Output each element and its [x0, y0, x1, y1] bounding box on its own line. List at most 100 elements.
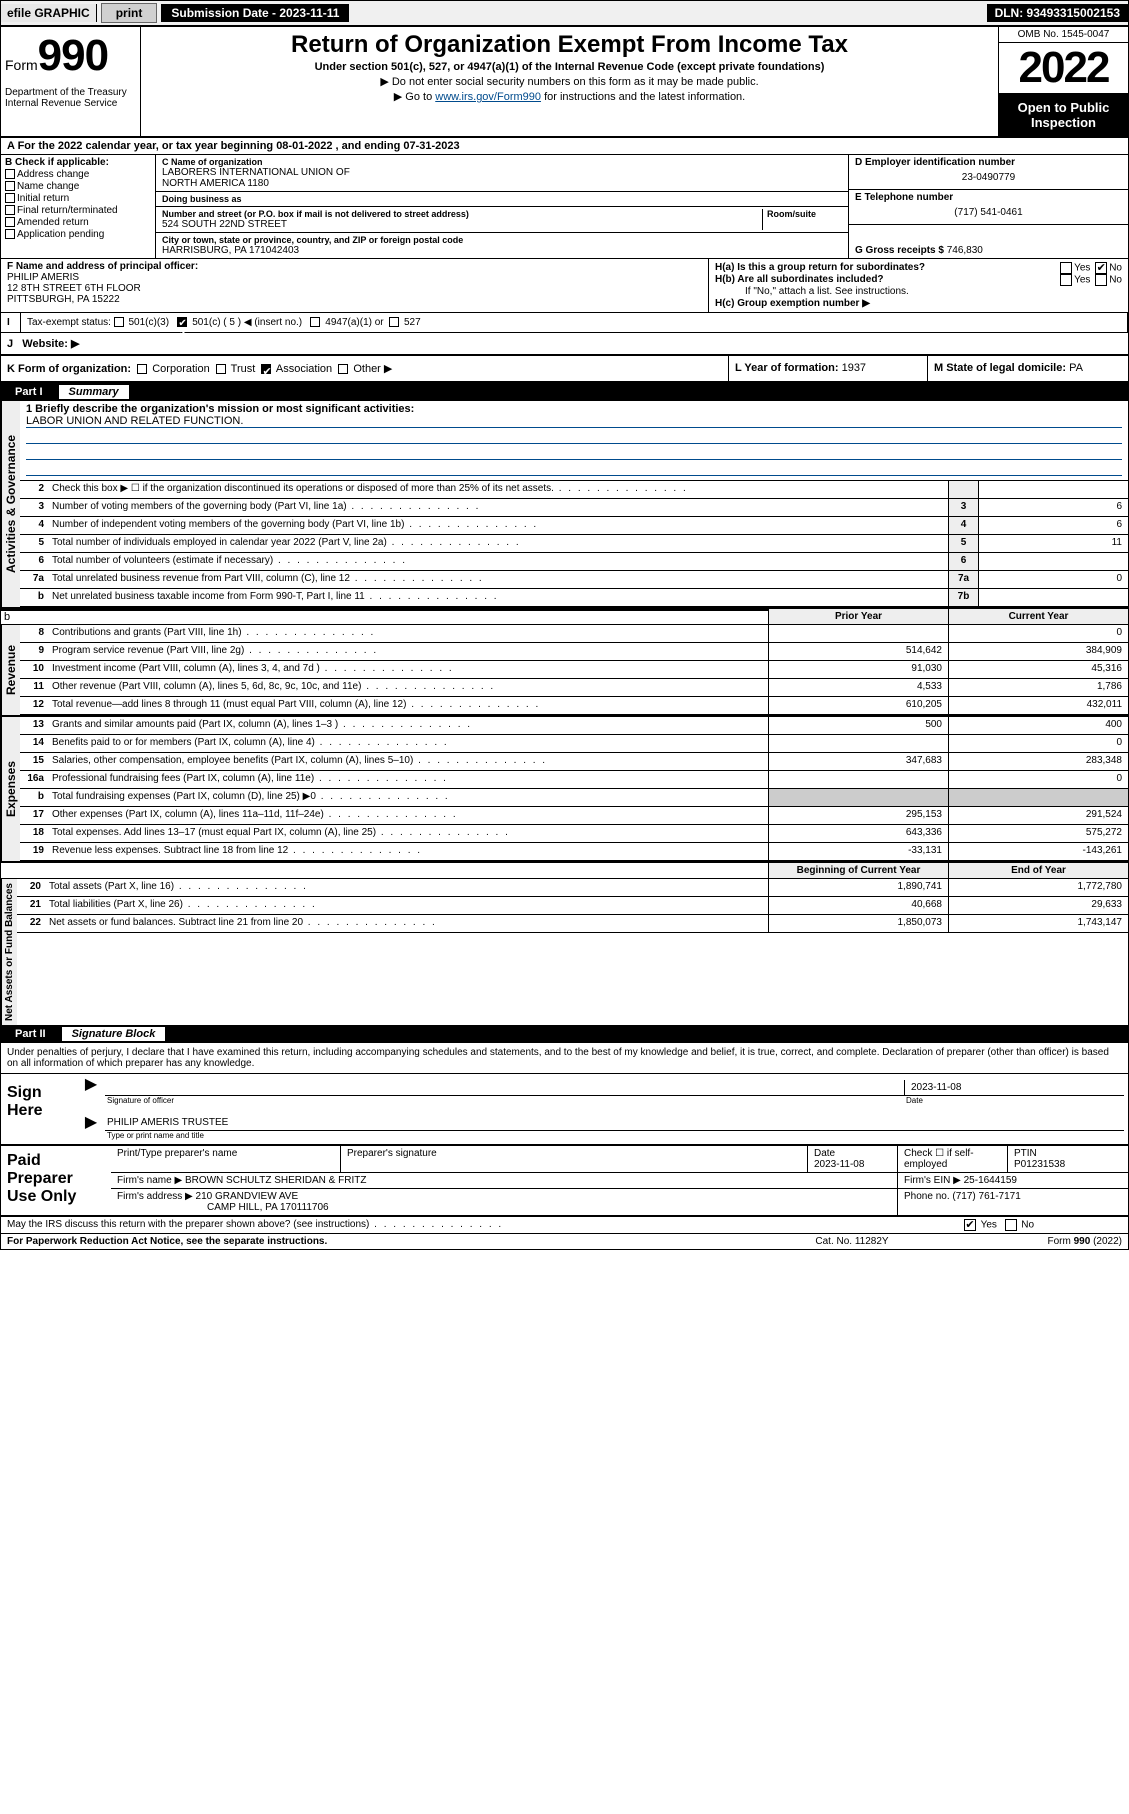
row-f-h: F Name and address of principal officer:… [1, 259, 1128, 313]
vlabel-revenue: Revenue [1, 625, 20, 715]
tax-year: 2022 [999, 43, 1128, 94]
checkbox-option[interactable]: Application pending [5, 229, 151, 240]
state-domicile: PA [1069, 362, 1083, 374]
hb-yes-checkbox[interactable] [1060, 274, 1072, 286]
city-state-zip: HARRISBURG, PA 171042403 [162, 245, 842, 256]
summary-line: 2Check this box ▶ ☐ if the organization … [20, 481, 1128, 499]
col-b-checkboxes: B Check if applicable: Address changeNam… [1, 155, 156, 258]
mission-block: 1 Briefly describe the organization's mi… [20, 401, 1128, 481]
501c-checkbox[interactable]: ✔ [177, 317, 187, 327]
financial-line: 18Total expenses. Add lines 13–17 (must … [20, 825, 1128, 843]
dln-label: DLN: 93493315002153 [987, 4, 1128, 22]
col-f-officer: F Name and address of principal officer:… [1, 259, 708, 312]
open-to-public: Open to Public Inspection [999, 94, 1128, 136]
section-b-through-g: B Check if applicable: Address changeNam… [1, 155, 1128, 259]
firm-ein: 25-1644159 [964, 1175, 1017, 1186]
4947-checkbox[interactable] [310, 317, 320, 327]
row-j-website: J Website: ▶ [1, 333, 1128, 356]
phone-value: (717) 541-0461 [855, 203, 1122, 222]
net-assets-section: Net Assets or Fund Balances 20Total asse… [1, 879, 1128, 1025]
paid-preparer-block: Paid Preparer Use Only Print/Type prepar… [1, 1146, 1128, 1217]
form-subtitle: Under section 501(c), 527, or 4947(a)(1)… [149, 61, 990, 73]
arrow-icon: ▶▶ [81, 1074, 101, 1144]
row-i: I Tax-exempt status: 501(c)(3) ✔ 501(c) … [1, 313, 1128, 333]
ein-value: 23-0490779 [855, 168, 1122, 187]
form-990: Form990 Department of the Treasury Inter… [0, 26, 1129, 1250]
officer-name-title: PHILIP AMERIS TRUSTEE [105, 1115, 1124, 1130]
row-k-l-m: K Form of organization: Corporation Trus… [1, 356, 1128, 383]
checkbox-option[interactable]: Initial return [5, 193, 151, 204]
discuss-no-checkbox[interactable] [1005, 1219, 1017, 1231]
summary-line: 6Total number of volunteers (estimate if… [20, 553, 1128, 571]
top-toolbar: efile GRAPHIC print Submission Date - 20… [0, 0, 1129, 26]
summary-line: bNet unrelated business taxable income f… [20, 589, 1128, 607]
activities-governance-section: Activities & Governance 1 Briefly descri… [1, 401, 1128, 607]
officer-name: PHILIP AMERIS [7, 272, 79, 283]
527-checkbox[interactable] [389, 317, 399, 327]
gross-receipts: 746,830 [947, 245, 983, 256]
efile-label: efile GRAPHIC [1, 4, 97, 22]
header-middle: Return of Organization Exempt From Incom… [141, 27, 998, 136]
hb-no-checkbox[interactable] [1095, 274, 1107, 286]
summary-line: 3Number of voting members of the governi… [20, 499, 1128, 517]
financial-line: 16aProfessional fundraising fees (Part I… [20, 771, 1128, 789]
summary-line: 7aTotal unrelated business revenue from … [20, 571, 1128, 589]
financial-line: 20Total assets (Part X, line 16)1,890,74… [17, 879, 1128, 897]
street-address: 524 SOUTH 22ND STREET [162, 219, 762, 230]
col-h-group: H(a) Is this a group return for subordin… [708, 259, 1128, 312]
checkbox-option[interactable]: Final return/terminated [5, 205, 151, 216]
note-ssn: ▶ Do not enter social security numbers o… [149, 75, 990, 88]
financial-line: 11Other revenue (Part VIII, column (A), … [20, 679, 1128, 697]
vlabel-expenses: Expenses [1, 717, 20, 861]
financial-line: 12Total revenue—add lines 8 through 11 (… [20, 697, 1128, 715]
financial-line: 8Contributions and grants (Part VIII, li… [20, 625, 1128, 643]
financial-line: 17Other expenses (Part IX, column (A), l… [20, 807, 1128, 825]
submission-date: Submission Date - 2023-11-11 [161, 4, 349, 22]
prior-current-header: b Prior Year Current Year [1, 607, 1128, 625]
prep-date: 2023-11-08 [814, 1159, 864, 1170]
expenses-section: Expenses 13Grants and similar amounts pa… [1, 715, 1128, 861]
ha-yes-checkbox[interactable] [1060, 262, 1072, 274]
header-left: Form990 Department of the Treasury Inter… [1, 27, 141, 136]
mission-text: LABOR UNION AND RELATED FUNCTION. [26, 415, 1122, 428]
part-2-header: Part II Signature Block [1, 1025, 1128, 1043]
begin-end-header: Beginning of Current Year End of Year [1, 861, 1128, 879]
financial-line: 10Investment income (Part VIII, column (… [20, 661, 1128, 679]
form-title: Return of Organization Exempt From Incom… [149, 31, 990, 59]
summary-line: 5Total number of individuals employed in… [20, 535, 1128, 553]
checkbox-option[interactable]: Address change [5, 169, 151, 180]
irs-link[interactable]: www.irs.gov/Form990 [435, 91, 541, 103]
firm-addr2: CAMP HILL, PA 170111706 [207, 1202, 329, 1213]
firm-addr1: 210 GRANDVIEW AVE [196, 1191, 299, 1202]
omb-number: OMB No. 1545-0047 [999, 27, 1128, 43]
financial-line: 22Net assets or fund balances. Subtract … [17, 915, 1128, 933]
col-c-identity: C Name of organization LABORERS INTERNAT… [156, 155, 848, 258]
financial-line: 13Grants and similar amounts paid (Part … [20, 717, 1128, 735]
col-d-e-g: D Employer identification number 23-0490… [848, 155, 1128, 258]
financial-line: 9Program service revenue (Part VIII, lin… [20, 643, 1128, 661]
firm-phone: (717) 761-7171 [952, 1191, 1020, 1202]
header-right: OMB No. 1545-0047 2022 Open to Public In… [998, 27, 1128, 136]
revenue-section: Revenue 8Contributions and grants (Part … [1, 625, 1128, 715]
financial-line: 15Salaries, other compensation, employee… [20, 753, 1128, 771]
sig-date: 2023-11-08 [904, 1080, 1124, 1095]
row-a-taxyear: A For the 2022 calendar year, or tax yea… [1, 138, 1128, 155]
print-button[interactable]: print [101, 3, 158, 23]
firm-name: BROWN SCHULTZ SHERIDAN & FRITZ [185, 1175, 366, 1186]
checkbox-option[interactable]: Amended return [5, 217, 151, 228]
summary-line: 4Number of independent voting members of… [20, 517, 1128, 535]
vlabel-governance: Activities & Governance [1, 401, 20, 607]
dept-label: Department of the Treasury Internal Reve… [5, 87, 136, 109]
sign-here-block: Sign Here ▶▶ 2023-11-08 Signature of off… [1, 1074, 1128, 1146]
ha-no-checkbox[interactable] [1095, 262, 1107, 274]
financial-line: bTotal fundraising expenses (Part IX, co… [20, 789, 1128, 807]
vlabel-netassets: Net Assets or Fund Balances [1, 879, 17, 1025]
form-number: 990 [38, 31, 108, 80]
part-1-header: Part I Summary [1, 383, 1128, 401]
form-header: Form990 Department of the Treasury Inter… [1, 27, 1128, 138]
form-prefix: Form [5, 57, 38, 73]
checkbox-option[interactable]: Name change [5, 181, 151, 192]
org-name: LABORERS INTERNATIONAL UNION OF NORTH AM… [162, 167, 842, 189]
501c3-checkbox[interactable] [114, 317, 124, 327]
discuss-yes-checkbox[interactable] [964, 1219, 976, 1231]
